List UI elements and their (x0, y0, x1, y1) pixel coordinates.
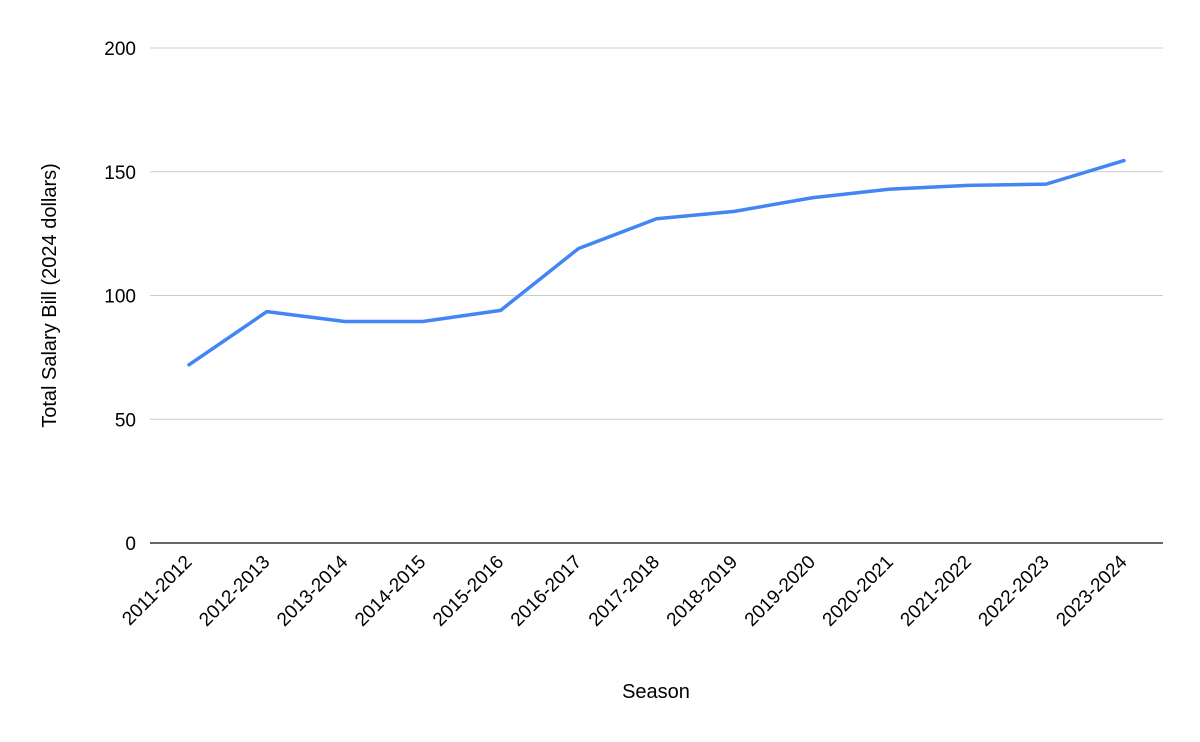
data-point (808, 194, 816, 202)
x-tick-label: 2020-2021 (819, 552, 898, 631)
x-tick-label: 2013-2014 (273, 551, 352, 630)
y-tick-label: 200 (104, 39, 136, 60)
data-point (575, 244, 583, 252)
x-axis-ticks: 2011-20122012-20132013-20142014-20152015… (118, 551, 1131, 630)
gridlines (150, 47, 1163, 420)
x-tick-label: 2015-2016 (429, 552, 508, 631)
series-line (187, 158, 1126, 367)
x-tick-label: 2022-2023 (975, 552, 1054, 631)
series-layer (185, 157, 1128, 369)
x-tick-label: 2019-2020 (741, 552, 820, 631)
data-point (263, 308, 271, 316)
x-tick-label: 2012-2013 (195, 552, 274, 631)
x-tick-label: 2011-2012 (118, 552, 196, 630)
y-axis-ticks: 0 50 100 150 200 (104, 39, 136, 555)
x-tick-label: 2018-2019 (663, 552, 742, 631)
x-tick-label: 2014-2015 (351, 552, 430, 631)
data-point (1120, 157, 1128, 165)
data-point (964, 181, 972, 189)
x-axis-title: Season (622, 681, 690, 703)
data-point (730, 207, 738, 215)
y-tick-label: 0 (125, 534, 136, 555)
y-tick-label: 100 (104, 287, 136, 308)
x-tick-label: 2017-2018 (585, 552, 664, 631)
data-point (185, 361, 193, 369)
data-point (886, 185, 894, 193)
data-point (497, 306, 505, 314)
data-point (419, 317, 427, 325)
x-tick-label: 2023-2024 (1052, 551, 1131, 630)
y-tick-label: 50 (115, 410, 136, 431)
y-tick-label: 150 (104, 163, 136, 184)
x-tick-label: 2021-2022 (897, 552, 976, 631)
data-point (653, 215, 661, 223)
data-point (1042, 180, 1050, 188)
x-tick-label: 2016-2017 (507, 552, 586, 631)
y-axis-title: Total Salary Bill (2024 dollars) (39, 163, 61, 428)
data-point (341, 317, 349, 325)
